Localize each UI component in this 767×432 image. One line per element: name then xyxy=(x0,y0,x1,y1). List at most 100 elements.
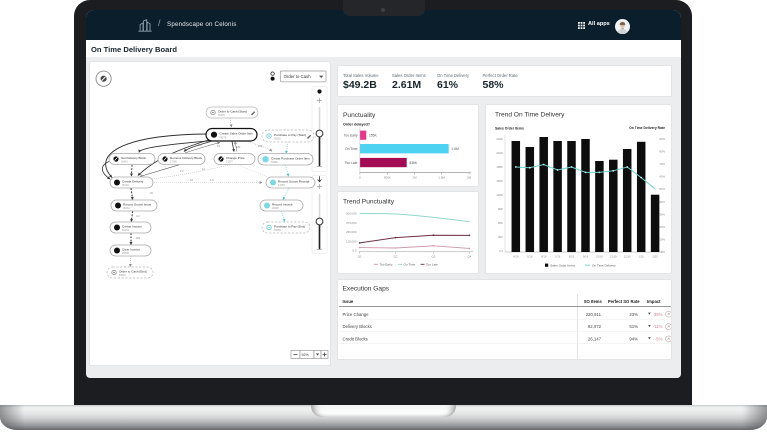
svg-text:56255: 56255 xyxy=(274,229,281,232)
svg-text:Perfect SO Rate: Perfect SO Rate xyxy=(608,299,640,304)
svg-text:Sales Order Items: Sales Order Items xyxy=(550,263,575,267)
svg-text:1/20: 1/20 xyxy=(639,255,645,259)
svg-text:Trend On Time Delivery: Trend On Time Delivery xyxy=(495,111,565,118)
svg-text:10/19: 10/19 xyxy=(596,255,603,259)
svg-text:-35%: -35% xyxy=(652,312,662,317)
svg-text:8/19: 8/19 xyxy=(569,255,575,259)
svg-text:11/19: 11/19 xyxy=(610,255,617,259)
svg-text:14: 14 xyxy=(202,167,205,171)
svg-text:7/19: 7/19 xyxy=(555,255,561,259)
svg-text:56255: 56255 xyxy=(271,161,278,164)
svg-text:240K: 240K xyxy=(496,137,503,141)
svg-text:500k: 500k xyxy=(384,176,391,180)
svg-text:Record Goods Receipt: Record Goods Receipt xyxy=(278,180,309,184)
svg-text:500,000: 500,000 xyxy=(346,212,357,216)
svg-text:On Time: On Time xyxy=(404,262,416,266)
svg-text:Create Delivery: Create Delivery xyxy=(122,180,144,184)
svg-text:2/20: 2/20 xyxy=(652,255,658,259)
svg-text:40%: 40% xyxy=(659,200,665,204)
svg-text:Sales Order Items: Sales Order Items xyxy=(495,127,524,131)
svg-text:23%: 23% xyxy=(629,312,638,317)
svg-text:180: 180 xyxy=(258,144,263,148)
svg-text:17286: 17286 xyxy=(170,161,177,164)
svg-text:92,072: 92,072 xyxy=(588,324,602,329)
svg-text:0: 0 xyxy=(359,176,361,180)
svg-text:Create Invoice: Create Invoice xyxy=(122,225,142,229)
svg-text:125,000: 125,000 xyxy=(346,239,357,243)
svg-text:1.6M: 1.6M xyxy=(451,147,459,151)
svg-text:0.0: 0.0 xyxy=(499,249,503,253)
svg-text:Too Late: Too Late xyxy=(426,262,438,266)
svg-text:220,811: 220,811 xyxy=(586,312,602,317)
svg-text:Create Purchase Order Item: Create Purchase Order Item xyxy=(271,156,310,160)
svg-text:210K: 210K xyxy=(496,151,503,155)
svg-text:1.5M: 1.5M xyxy=(438,176,445,180)
svg-text:Credit Blocks: Credit Blocks xyxy=(343,337,368,342)
svg-text:Q1: Q1 xyxy=(358,254,362,258)
svg-text:10%: 10% xyxy=(659,237,665,241)
svg-text:Too Early: Too Early xyxy=(380,262,393,266)
svg-text:20%: 20% xyxy=(659,225,665,229)
svg-text:92%: 92% xyxy=(302,353,310,357)
svg-text:50%: 50% xyxy=(659,187,665,191)
svg-text:Order to Cash (Start): Order to Cash (Start) xyxy=(218,110,247,114)
svg-text:1M: 1M xyxy=(412,176,417,180)
svg-text:4/19: 4/19 xyxy=(513,255,519,259)
svg-text:Issue: Issue xyxy=(343,299,354,304)
svg-text:56255: 56255 xyxy=(274,138,281,141)
svg-text:0.0: 0.0 xyxy=(352,249,356,253)
svg-text:29298: 29298 xyxy=(272,207,279,210)
svg-text:On Time Delivery: On Time Delivery xyxy=(592,263,616,267)
svg-text:180K: 180K xyxy=(496,165,503,169)
svg-text:Purchase to Pay (Start): Purchase to Pay (Start) xyxy=(274,133,306,137)
svg-text:6/19: 6/19 xyxy=(541,255,547,259)
svg-text:On Time Delivery Rate: On Time Delivery Rate xyxy=(629,126,665,130)
svg-text:155K: 155K xyxy=(369,133,378,137)
svg-text:2M: 2M xyxy=(467,176,472,180)
svg-text:-11%: -11% xyxy=(653,324,663,329)
svg-text:30: 30 xyxy=(150,191,153,195)
svg-text:30%: 30% xyxy=(659,212,665,216)
svg-text:16401: 16401 xyxy=(121,161,128,164)
svg-text:Remove Delivery Block: Remove Delivery Block xyxy=(170,156,202,160)
svg-text:50429: 50429 xyxy=(218,114,225,117)
svg-text:96149: 96149 xyxy=(122,184,129,187)
svg-text:Trend Punctuality: Trend Punctuality xyxy=(343,199,395,206)
svg-text:90%: 90% xyxy=(659,137,665,141)
svg-text:29298: 29298 xyxy=(122,252,129,255)
svg-text:6.2: 6.2 xyxy=(180,169,184,173)
svg-text:Clear Invoice: Clear Invoice xyxy=(122,248,140,252)
svg-text:96131: 96131 xyxy=(123,207,130,210)
svg-text:12/19: 12/19 xyxy=(624,255,631,259)
svg-text:90k: 90k xyxy=(136,236,141,240)
svg-text:0%: 0% xyxy=(661,250,666,254)
svg-text:Order to Cash (End): Order to Cash (End) xyxy=(119,270,147,274)
svg-text:836K: 836K xyxy=(409,161,418,165)
svg-text:96134: 96134 xyxy=(122,229,129,232)
svg-text:80%: 80% xyxy=(659,150,665,154)
svg-text:96276: 96276 xyxy=(220,136,227,139)
svg-text:182: 182 xyxy=(236,145,241,149)
svg-text:SO Items: SO Items xyxy=(584,299,603,304)
svg-text:Record Invoice: Record Invoice xyxy=(272,203,293,207)
svg-text:Create Sales Order Item: Create Sales Order Item xyxy=(220,132,254,136)
svg-text:21237: 21237 xyxy=(226,161,233,164)
svg-text:Punctuality: Punctuality xyxy=(343,112,376,119)
svg-text:-5%: -5% xyxy=(655,337,663,342)
svg-text:Purchase to Pay (End): Purchase to Pay (End) xyxy=(274,225,305,229)
svg-text:56221: 56221 xyxy=(119,274,126,277)
svg-text:Change Price: Change Price xyxy=(226,156,245,160)
svg-text:Order delayed?: Order delayed? xyxy=(343,123,371,127)
svg-text:26,147: 26,147 xyxy=(588,337,602,342)
svg-text:90K: 90K xyxy=(498,207,503,211)
svg-text:43183: 43183 xyxy=(278,184,285,187)
svg-text:150K: 150K xyxy=(496,179,503,183)
svg-text:5/19: 5/19 xyxy=(527,255,533,259)
svg-text:Q3: Q3 xyxy=(431,254,435,258)
svg-text:51%: 51% xyxy=(629,324,638,329)
svg-text:Impact: Impact xyxy=(647,299,661,304)
svg-text:44: 44 xyxy=(190,178,193,182)
svg-text:Execution Gaps: Execution Gaps xyxy=(343,286,390,293)
svg-text:60%: 60% xyxy=(659,175,665,179)
svg-text:94%: 94% xyxy=(629,337,638,342)
